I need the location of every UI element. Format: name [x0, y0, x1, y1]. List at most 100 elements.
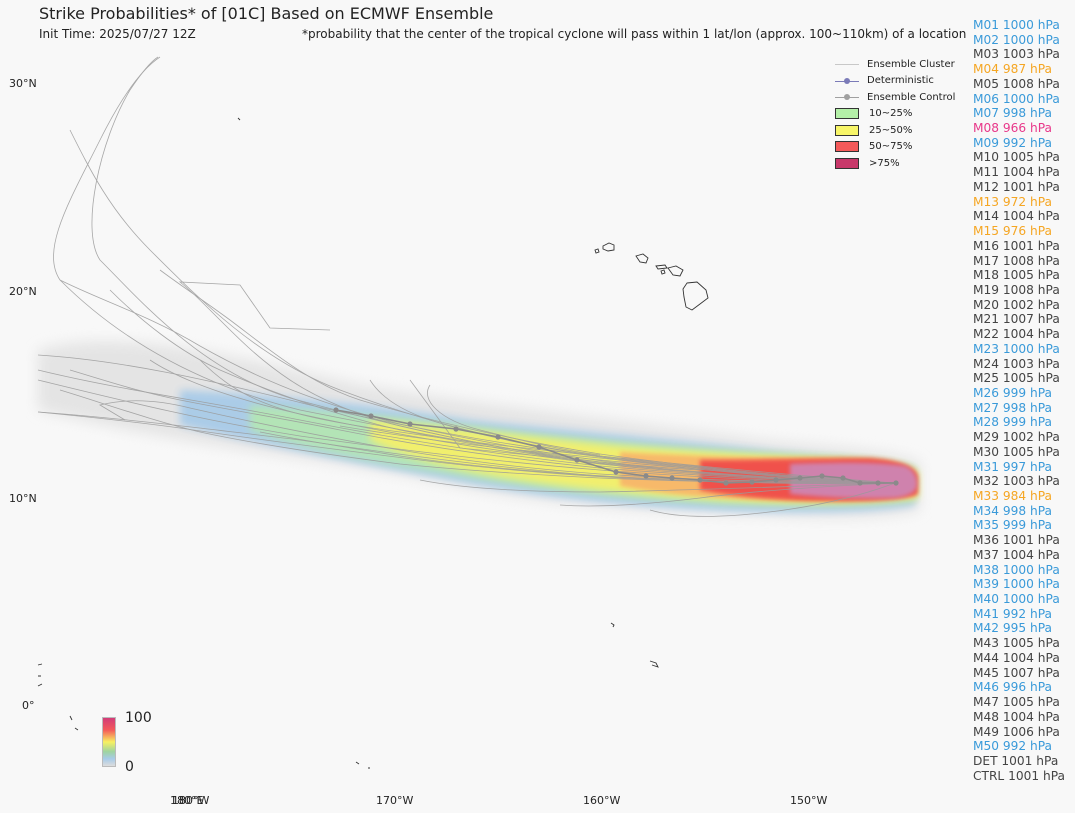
ensemble-control-track	[333, 407, 899, 486]
member-pressure-item: M38 1000 hPa	[973, 562, 1060, 577]
member-pressure-item: M18 1005 hPa	[973, 268, 1060, 283]
legend-25-50: 25~50%	[835, 122, 975, 139]
member-pressure-item: M08 966 hPa	[973, 121, 1053, 136]
strike-probability-map	[37, 56, 920, 769]
member-pressure-item: M02 1000 hPa	[973, 32, 1060, 47]
lon-label-150w: 150°W	[790, 794, 828, 807]
prob-10-25-swatch	[835, 108, 859, 120]
lon-label-160w: 160°W	[583, 794, 621, 807]
island-maui	[667, 265, 684, 277]
island-niihau	[594, 248, 600, 254]
member-pressure-item: M06 1000 hPa	[973, 91, 1060, 106]
atoll-1	[610, 622, 615, 628]
member-pressure-item: M21 1007 hPa	[973, 312, 1060, 327]
legend-label: >75%	[869, 157, 900, 169]
deterministic-swatch	[835, 76, 859, 86]
island-kauai	[602, 242, 615, 252]
member-pressure-item: M49 1006 hPa	[973, 724, 1060, 739]
member-pressure-item: M24 1003 hPa	[973, 356, 1060, 371]
control-line	[335, 409, 896, 484]
atoll-5	[355, 761, 370, 769]
member-pressure-item: M22 1004 hPa	[973, 327, 1060, 342]
member-pressure-item: M30 1005 hPa	[973, 444, 1060, 459]
atoll-3	[37, 663, 43, 687]
member-pressure-item: M29 1002 hPa	[973, 430, 1060, 445]
member-pressure-list: M01 1000 hPa M02 1000 hPa M03 1003 hPa M04 …	[973, 18, 1073, 784]
member-pressure-item: M48 1004 hPa	[973, 709, 1060, 724]
member-pressure-item: M40 1000 hPa	[973, 592, 1060, 607]
member-pressure-item: M23 1000 hPa	[973, 341, 1060, 356]
member-pressure-item: M42 995 hPa	[973, 621, 1053, 636]
member-pressure-item: M01 1000 hPa	[973, 18, 1060, 32]
member-pressure-item: M11 1004 hPa	[973, 165, 1060, 180]
legend-label: Deterministic	[867, 75, 934, 87]
member-pressure-item: M43 1005 hPa	[973, 636, 1060, 651]
legend-label: 25~50%	[869, 124, 913, 136]
member-pressure-item: M26 999 hPa	[973, 385, 1053, 400]
atoll-6	[237, 117, 241, 121]
lon-label-170w: 170°W	[376, 794, 414, 807]
map-legend: Ensemble Cluster Deterministic Ensemble …	[835, 56, 975, 172]
legend-10-25: 10~25%	[835, 106, 975, 123]
control-points	[333, 407, 899, 486]
lat-label-20n: 20°N	[9, 285, 37, 298]
legend-50-75: 50~75%	[835, 139, 975, 156]
probability-colorbar	[102, 717, 116, 767]
member-pressure-item: M03 1003 hPa	[973, 47, 1060, 62]
atoll-2	[649, 660, 659, 668]
member-pressure-item: M33 984 hPa	[973, 489, 1053, 503]
member-pressure-item: M04 987 hPa	[973, 62, 1053, 77]
member-pressure-item: M25 1005 hPa	[973, 371, 1060, 386]
member-pressure-item: M39 1000 hPa	[973, 577, 1060, 592]
member-pressure-item: M35 999 hPa	[973, 518, 1053, 533]
member-pressure-item: M31 997 hPa	[973, 459, 1053, 474]
island-lanai	[660, 269, 666, 275]
member-pressure-item: M15 976 hPa	[973, 224, 1053, 239]
colorbar-min-label: 0	[125, 759, 134, 775]
member-pressure-item: M28 999 hPa	[973, 415, 1053, 430]
member-pressure-item: M34 998 hPa	[973, 503, 1053, 518]
member-pressure-item: M45 1007 hPa	[973, 665, 1060, 680]
lon-label-180w: 180°W	[172, 794, 210, 807]
member-pressure-item: M12 1001 hPa	[973, 179, 1060, 194]
member-pressure-item: M46 996 hPa	[973, 680, 1053, 695]
member-pressure-item: M05 1008 hPa	[973, 76, 1060, 91]
member-pressure-item: CTRL 1001 hPa	[973, 768, 1065, 783]
atoll-4	[69, 715, 79, 731]
member-pressure-item: DET 1001 hPa	[973, 753, 1059, 768]
legend-ensemble-cluster: Ensemble Cluster	[835, 56, 975, 73]
member-pressure-item: M27 998 hPa	[973, 400, 1053, 415]
colorbar-max-label: 100	[125, 710, 152, 726]
probability-note: *probability that the center of the trop…	[302, 27, 967, 41]
legend-ensemble-control: Ensemble Control	[835, 89, 975, 106]
member-pressure-item: M32 1003 hPa	[973, 474, 1060, 489]
legend-label: 50~75%	[869, 141, 913, 153]
ensemble-control-swatch	[835, 92, 859, 102]
map-title: Strike Probabilities* of [01C] Based on …	[39, 4, 494, 23]
island-molokai	[655, 264, 668, 270]
member-pressure-item: M17 1008 hPa	[973, 253, 1060, 268]
legend-over-75: >75%	[835, 155, 975, 172]
lat-label-30n: 30°N	[9, 77, 37, 90]
member-pressure-item: M16 1001 hPa	[973, 238, 1060, 253]
legend-label: Ensemble Control	[867, 91, 956, 103]
member-pressure-item: M13 972 hPa	[973, 194, 1053, 209]
legend-label: Ensemble Cluster	[867, 58, 955, 70]
prob-25-50-swatch	[835, 124, 859, 136]
member-pressure-item: M41 992 hPa	[973, 606, 1053, 621]
lat-label-10n: 10°N	[9, 492, 37, 505]
member-pressure-item: M36 1001 hPa	[973, 533, 1060, 548]
member-pressure-item: M09 992 hPa	[973, 135, 1053, 150]
island-hawaii	[682, 281, 709, 311]
lon-label-180e: 180°E	[170, 794, 204, 807]
member-pressure-item: M20 1002 hPa	[973, 297, 1060, 312]
member-pressure-item: M07 998 hPa	[973, 106, 1053, 121]
member-pressure-item: M10 1005 hPa	[973, 150, 1060, 165]
member-pressure-item: M37 1004 hPa	[973, 547, 1060, 562]
member-pressure-item: M50 992 hPa	[973, 739, 1053, 754]
island-oahu	[635, 253, 649, 264]
prob-50-75-swatch	[835, 141, 859, 153]
member-pressure-item: M44 1004 hPa	[973, 650, 1060, 665]
land-outlines	[37, 117, 709, 769]
prob-over-75-swatch	[835, 157, 859, 169]
